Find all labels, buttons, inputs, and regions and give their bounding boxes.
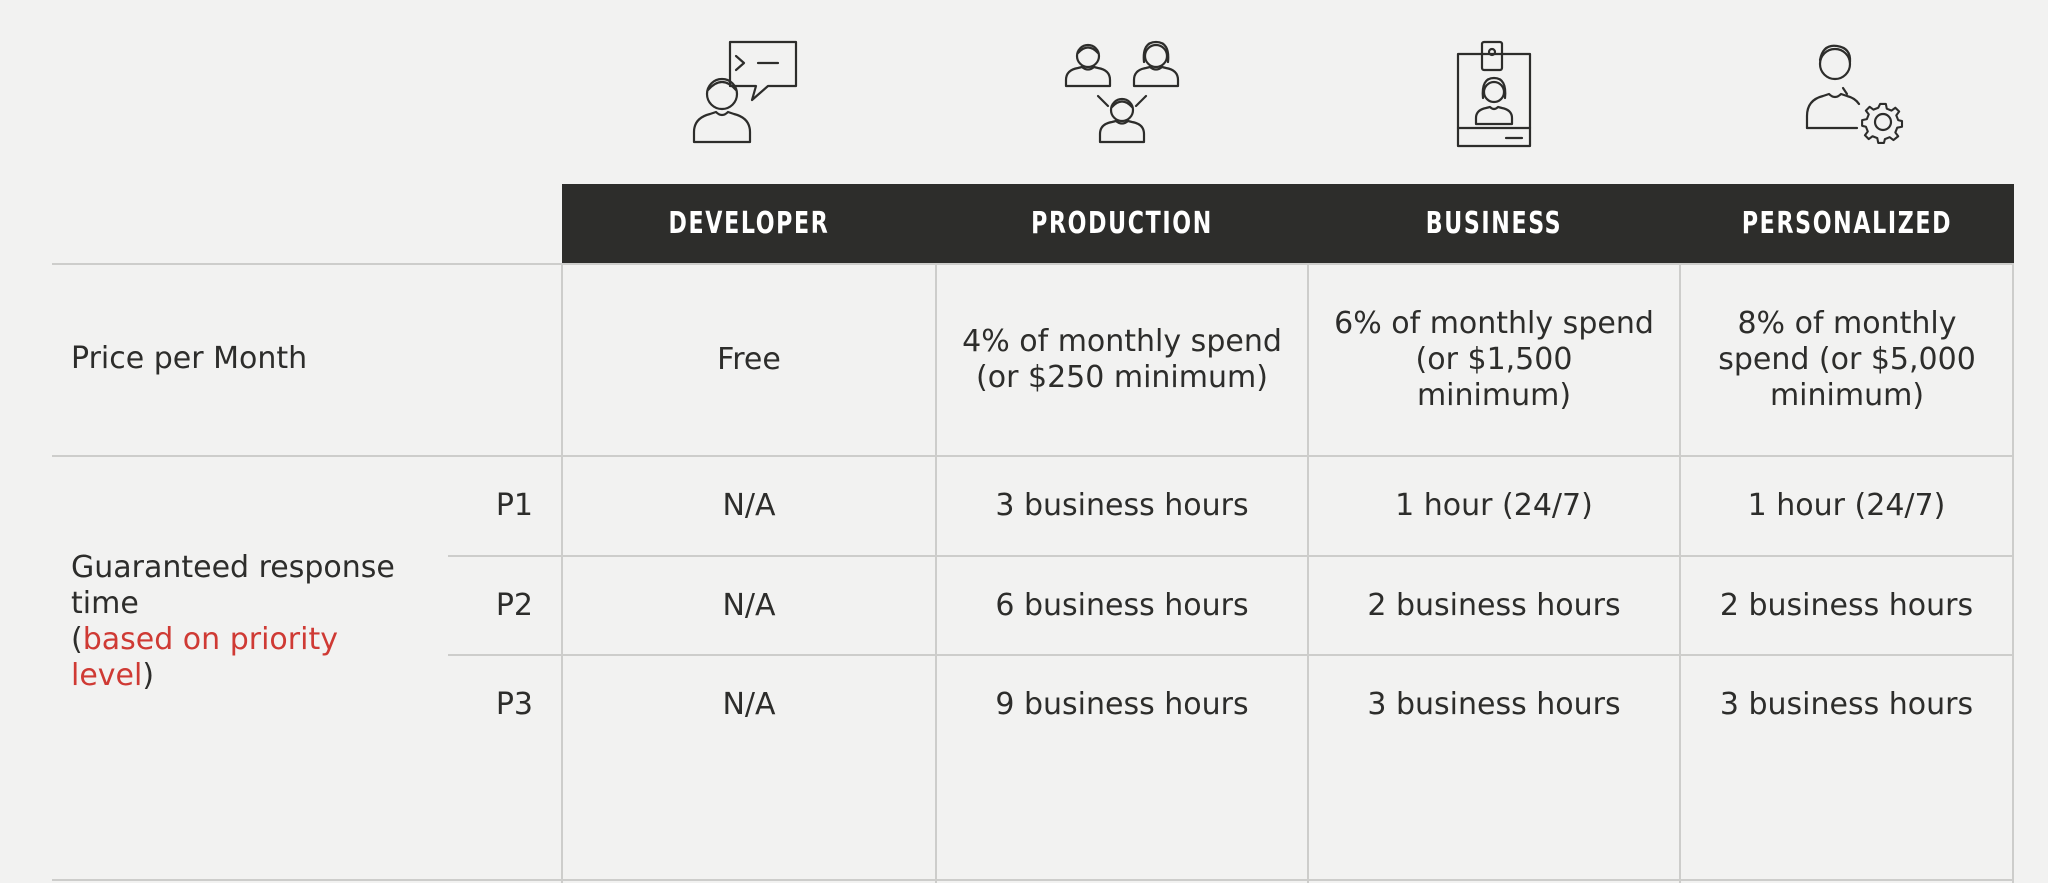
p2-personalized: 2 business hours	[1719, 587, 1974, 623]
user-gear-icon	[1783, 36, 1923, 148]
p1-developer: N/A	[722, 488, 776, 523]
priority-label-p2: P2	[448, 557, 560, 654]
team-group-icon	[1052, 36, 1192, 148]
price-business: 6% of monthly spend (or $1,500 minimum)	[1334, 306, 1654, 413]
response-time-label-main: Guaranteed response time	[71, 550, 395, 621]
p3-business: 3 business hours	[1367, 687, 1621, 722]
price-row-label: Price per Month	[71, 341, 308, 376]
priority-label-p1: P1	[448, 457, 560, 555]
priority-level-link[interactable]: based on priority level	[71, 622, 338, 693]
column-divider	[935, 263, 937, 883]
column-divider	[1307, 263, 1309, 883]
tier-header-business: BUSINESS	[1425, 206, 1563, 241]
developer-chat-icon	[678, 36, 818, 148]
row-divider	[52, 879, 2014, 881]
priority-label-p3: P3	[448, 656, 560, 754]
p1-personalized: 1 hour (24/7)	[1747, 488, 1946, 523]
p1-business: 1 hour (24/7)	[1395, 488, 1593, 523]
label-paren-close: )	[142, 658, 155, 693]
price-developer: Free	[717, 342, 781, 377]
row-divider	[52, 263, 2014, 265]
label-paren-open: (	[71, 622, 83, 657]
priority-p3-text: P3	[495, 687, 533, 722]
p3-developer: N/A	[722, 687, 776, 722]
price-production: 4% of monthly spend (or $250 minimum)	[962, 324, 1282, 395]
tier-header-personalized: PERSONALIZED	[1741, 206, 1953, 241]
p1-production: 3 business hours	[995, 488, 1249, 523]
p2-production: 6 business hours	[995, 587, 1249, 623]
tier-header-production: PRODUCTION	[1031, 206, 1213, 241]
response-time-label: Guaranteed response time (based on prior…	[71, 550, 411, 694]
column-divider	[1679, 263, 1681, 883]
p3-personalized: 3 business hours	[1719, 687, 1974, 722]
p2-business: 2 business hours	[1367, 587, 1621, 623]
priority-p1-text: P1	[495, 488, 533, 523]
tier-header-developer: DEVELOPER	[668, 206, 830, 241]
column-divider	[2012, 263, 2014, 883]
p2-developer: N/A	[722, 587, 776, 623]
row-divider	[52, 455, 2014, 457]
price-personalized: 8% of monthly spend (or $5,000 minimum)	[1718, 306, 1976, 413]
column-divider	[561, 263, 563, 883]
row-divider	[448, 555, 2014, 557]
id-badge-icon	[1422, 36, 1562, 148]
row-divider	[448, 654, 2014, 656]
priority-p2-text: P2	[495, 587, 533, 623]
tier-header-bar	[562, 184, 2014, 263]
p3-production: 9 business hours	[995, 687, 1249, 722]
